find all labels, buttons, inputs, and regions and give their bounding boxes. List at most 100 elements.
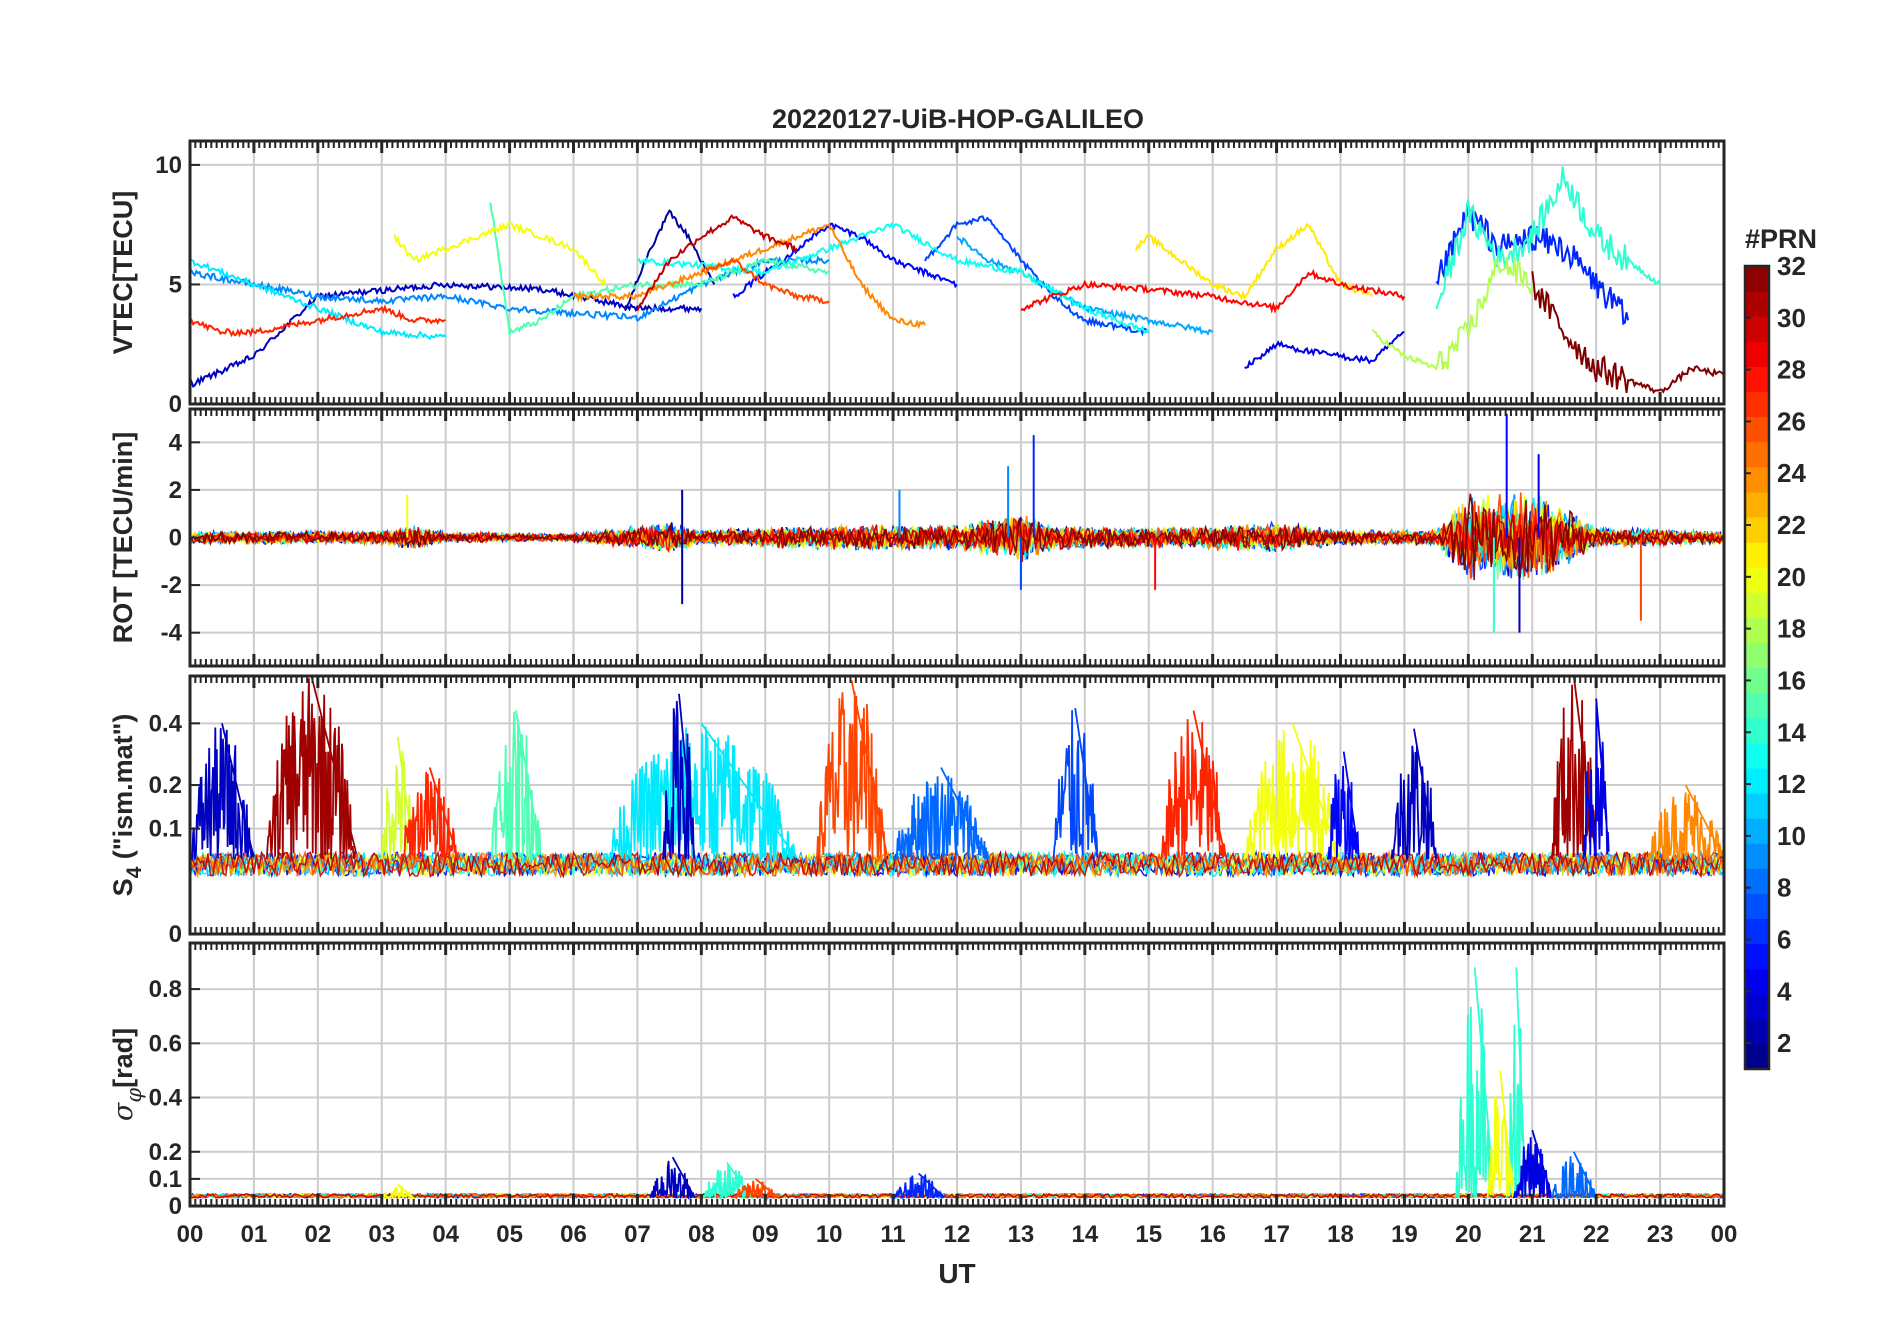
burst-prn-12 xyxy=(604,722,798,861)
colorbar-tick-label: 20 xyxy=(1777,562,1806,592)
burst-prn-24 xyxy=(1646,784,1724,861)
panel-sigma_phi: 00.10.2 0.4 0.6 0.8σφ[rad] 00 01 02 03 04 05 06 07 0… xyxy=(108,941,1738,1248)
burst-prn-8 xyxy=(1551,1151,1598,1200)
colorbar-segment xyxy=(1745,642,1769,669)
series-prn-28 xyxy=(1020,268,1406,314)
series-prn-24 xyxy=(572,224,926,330)
x-tick-label: 01 xyxy=(241,1221,268,1248)
colorbar-tick-label: 12 xyxy=(1777,769,1806,799)
colorbar-label: #PRN xyxy=(1745,224,1817,254)
colorbar-tick-label: 28 xyxy=(1777,355,1806,385)
y-axis-label: σφ[rad] xyxy=(108,1028,146,1121)
series-prn-9 xyxy=(190,255,830,323)
y-tick-label: -2 xyxy=(161,572,182,599)
y-tick-label: 0.2 xyxy=(149,772,182,799)
burst-prn-15 xyxy=(490,710,542,861)
x-tick-label: 13 xyxy=(1008,1221,1035,1248)
colorbar-tick-label: 10 xyxy=(1777,821,1806,851)
panel-rot: -4 -2 0 2 4 ROT [TECU/min] xyxy=(108,407,1726,668)
y-tick-label: 0.1 xyxy=(149,1166,182,1193)
y-tick-label: 0.1 xyxy=(149,816,182,843)
y-tick-label: 0.2 xyxy=(149,1139,182,1166)
colorbar-segment xyxy=(1745,416,1769,443)
colorbar-segment xyxy=(1745,542,1769,568)
burst-prn-14 xyxy=(700,1162,755,1201)
x-tick-label: 00 xyxy=(177,1221,204,1248)
colorbar-tick-label: 14 xyxy=(1777,717,1806,747)
colorbar-tick-label: 30 xyxy=(1777,303,1806,333)
colorbar-tick-label: 32 xyxy=(1777,251,1806,281)
colorbar-segment xyxy=(1745,1043,1769,1070)
colorbar-tick-label: 18 xyxy=(1777,614,1806,644)
colorbar-segment xyxy=(1745,266,1769,292)
panel-s4: 0 0.1 0.2 0.4S4 ("ism.mat") xyxy=(108,674,1726,948)
series-prn-27 xyxy=(190,304,446,338)
x-tick-label: 23 xyxy=(1647,1221,1674,1248)
x-tick-label: 18 xyxy=(1327,1221,1354,1248)
y-tick-label: 0.4 xyxy=(149,710,183,737)
series-prn-21 xyxy=(1135,222,1374,301)
colorbar-tick-label: 24 xyxy=(1777,458,1806,488)
series-prn-4 xyxy=(1244,331,1405,369)
series-prn-32 xyxy=(192,493,1724,581)
x-tick-label: 00 xyxy=(1711,1221,1738,1248)
series-prn-12 xyxy=(190,257,447,341)
y-tick-label: 0.6 xyxy=(149,1030,182,1057)
data-series xyxy=(190,166,1724,394)
x-tick-label: 17 xyxy=(1263,1221,1290,1248)
colorbar-segment xyxy=(1745,843,1769,869)
x-tick-label: 07 xyxy=(624,1221,651,1248)
series-prn-20 xyxy=(393,221,607,287)
x-tick-label: 02 xyxy=(304,1221,331,1248)
colorbar-tick-label: 6 xyxy=(1777,924,1791,954)
burst-prn-6 xyxy=(892,1172,946,1200)
colorbar-segment xyxy=(1745,717,1769,744)
colorbar-segment xyxy=(1745,316,1769,342)
y-axis-label: ROT [TECU/min] xyxy=(108,432,138,643)
series-prn-14 xyxy=(1435,166,1661,310)
burst-prn-3 xyxy=(1390,728,1437,860)
colorbar-segment xyxy=(1745,567,1769,593)
colorbar-segment xyxy=(1745,818,1769,844)
burst-prn-3 xyxy=(662,693,696,860)
x-tick-label: 03 xyxy=(368,1221,395,1248)
x-tick-label: 16 xyxy=(1199,1221,1226,1248)
x-tick-label: 04 xyxy=(432,1221,459,1248)
series-prn-32 xyxy=(1531,271,1724,394)
burst-prn-20 xyxy=(381,1183,416,1201)
x-tick-label: 06 xyxy=(560,1221,587,1248)
panel-vtec: 0 5 10 VTEC[TECU] xyxy=(108,139,1726,418)
y-tick-label: 10 xyxy=(155,152,182,179)
y-tick-label: 0.4 xyxy=(149,1085,183,1112)
data-series xyxy=(190,676,1724,880)
colorbar-tick-label: 4 xyxy=(1777,976,1792,1006)
y-tick-label: 2 xyxy=(169,477,182,504)
colorbar-frame xyxy=(1743,264,1771,1071)
x-tick-label: 11 xyxy=(880,1221,905,1248)
burst-prn-27 xyxy=(400,767,460,860)
burst-prn-3 xyxy=(649,1156,696,1200)
data-series xyxy=(190,413,1724,633)
y-tick-label: 0.8 xyxy=(149,976,182,1003)
burst-prn-14 xyxy=(1454,967,1495,1199)
colorbar-segment xyxy=(1745,1018,1769,1045)
x-tick-label: 09 xyxy=(752,1221,779,1248)
series-prn-30 xyxy=(636,214,799,312)
series-prn-18 xyxy=(1371,256,1534,371)
x-tick-label: 15 xyxy=(1135,1221,1162,1248)
x-axis-label: UT xyxy=(938,1258,975,1289)
colorbar-segment xyxy=(1745,391,1769,418)
colorbar-segment xyxy=(1745,767,1769,794)
colorbar-segment xyxy=(1745,441,1769,468)
y-tick-label: 0 xyxy=(169,921,182,948)
colorbar-segment xyxy=(1745,943,1769,970)
series-prn-10 xyxy=(956,236,1214,336)
series-prn-5 xyxy=(732,222,958,299)
x-tick-label: 21 xyxy=(1519,1221,1546,1248)
burst-prn-4 xyxy=(1582,698,1610,860)
colorbar-segment xyxy=(1745,968,1769,995)
figure-title: 20220127-UiB-HOP-GALILEO xyxy=(772,104,1144,134)
series-prn-7 xyxy=(924,215,1150,337)
colorbar-segment xyxy=(1745,516,1769,543)
